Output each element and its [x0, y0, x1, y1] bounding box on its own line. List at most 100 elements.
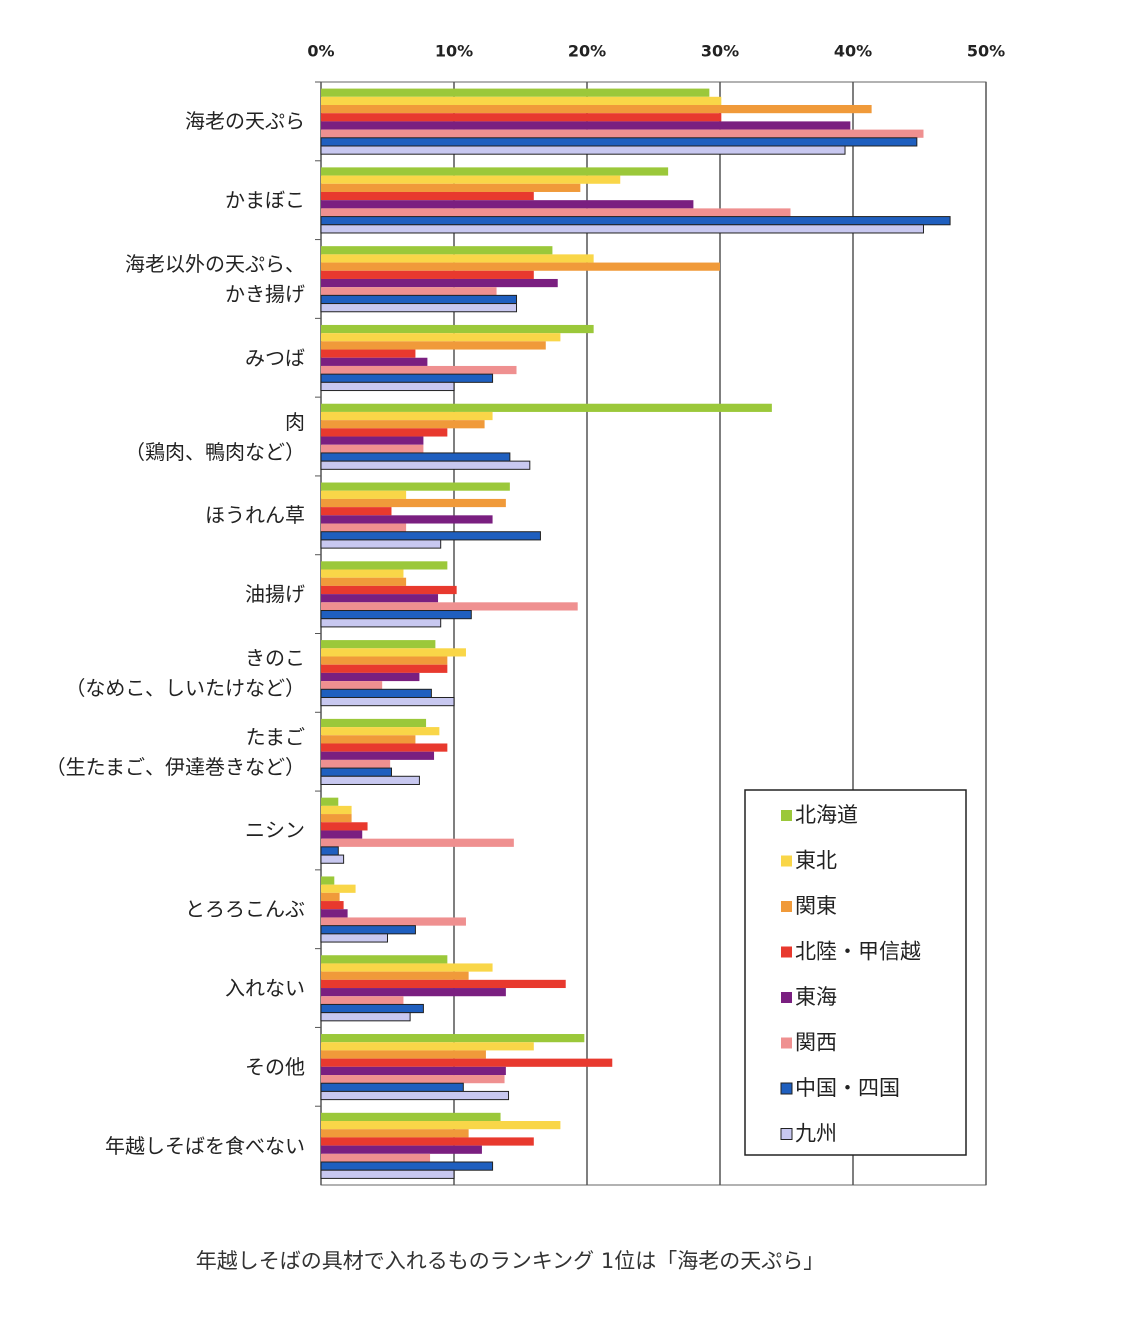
bar — [321, 681, 383, 690]
bar — [321, 428, 448, 437]
bar — [321, 96, 722, 105]
bar — [321, 602, 578, 611]
bar — [321, 515, 493, 524]
bar — [320, 294, 518, 305]
legend-swatch — [781, 901, 792, 912]
legend-label: 九州 — [795, 1122, 837, 1146]
bar — [320, 846, 339, 856]
bar — [320, 618, 442, 628]
bar — [320, 933, 388, 943]
y-tick-label: きのこ （なめこ、しいたけなど） — [65, 645, 305, 700]
bar — [320, 1161, 494, 1171]
bar — [321, 1058, 613, 1067]
bar — [321, 963, 493, 972]
bar — [321, 1153, 431, 1163]
bar — [320, 1012, 411, 1022]
bar — [321, 113, 722, 122]
legend-swatch — [781, 855, 792, 867]
legend-swatch — [781, 810, 792, 821]
bar — [321, 208, 791, 217]
y-tick-label: その他 — [245, 1054, 305, 1079]
x-tick-label: 30% — [701, 42, 739, 61]
bar — [321, 830, 363, 839]
y-tick-label: ほうれん草 — [205, 503, 305, 528]
bar — [321, 743, 448, 752]
y-tick-label: 年越しそばを食べない — [105, 1133, 305, 1158]
bar — [321, 561, 448, 570]
bar — [321, 104, 872, 114]
bar — [320, 610, 472, 620]
bar — [321, 1042, 534, 1051]
bar — [320, 925, 416, 935]
bar — [321, 751, 435, 760]
bar — [320, 303, 518, 313]
bar — [321, 357, 428, 366]
bar — [321, 490, 407, 499]
legend-label: 中国・四国 — [795, 1076, 900, 1100]
bar — [320, 145, 846, 155]
bar — [320, 1169, 455, 1179]
bar — [320, 531, 541, 541]
bar — [321, 656, 448, 665]
bar — [321, 917, 466, 926]
legend-label: 関東 — [795, 894, 837, 918]
bar — [321, 971, 469, 980]
bar — [320, 775, 420, 785]
bar — [321, 648, 466, 657]
bar — [321, 585, 457, 595]
bar — [321, 278, 558, 288]
bar — [321, 640, 436, 649]
bar — [320, 539, 442, 549]
bar — [321, 797, 339, 806]
bar — [321, 191, 534, 201]
bar — [321, 287, 497, 296]
bar — [321, 1034, 585, 1043]
bar — [321, 262, 720, 271]
bar — [321, 482, 510, 491]
legend-label: 東海 — [795, 985, 837, 1009]
bar — [321, 121, 851, 130]
bar — [321, 1145, 482, 1154]
bar — [321, 718, 427, 728]
bar — [321, 876, 335, 885]
legend-swatch — [780, 1128, 793, 1140]
bar — [321, 901, 344, 910]
bar — [321, 1112, 501, 1122]
bar — [321, 403, 772, 412]
bar — [321, 1050, 486, 1059]
y-tick-label: みつば — [245, 345, 305, 370]
bar — [321, 577, 407, 586]
bar — [321, 955, 448, 964]
y-tick-label: 肉 （鶏肉、鴨肉など） — [125, 409, 305, 464]
bar — [320, 696, 455, 707]
bar — [321, 365, 517, 375]
bar — [320, 224, 924, 234]
y-tick-label: 海老以外の天ぷら、 かき揚げ — [125, 251, 305, 306]
bar — [321, 996, 404, 1005]
y-tick-label: かまぼこ — [225, 188, 305, 213]
bar — [321, 1075, 505, 1084]
bar — [320, 452, 511, 462]
bar — [321, 333, 561, 342]
y-tick-label: とろろこんぶ — [185, 897, 305, 922]
bar — [321, 759, 391, 769]
x-tick-label: 40% — [834, 42, 872, 61]
bar — [321, 979, 566, 989]
bar — [321, 838, 514, 847]
bar — [320, 767, 392, 777]
y-tick-label: 油揚げ — [245, 582, 305, 607]
legend-label: 北陸・甲信越 — [795, 940, 921, 964]
legend-swatch — [781, 1037, 792, 1049]
bar — [321, 341, 546, 350]
bar — [321, 822, 368, 831]
bar — [320, 381, 455, 392]
legend-swatch — [780, 1082, 793, 1095]
bar — [321, 270, 534, 279]
bar — [321, 988, 506, 997]
y-tick-label: 海老の天ぷら — [185, 109, 305, 134]
x-tick-label: 50% — [967, 42, 1005, 61]
bar — [321, 254, 594, 263]
bar — [321, 735, 416, 744]
bar — [321, 892, 340, 902]
